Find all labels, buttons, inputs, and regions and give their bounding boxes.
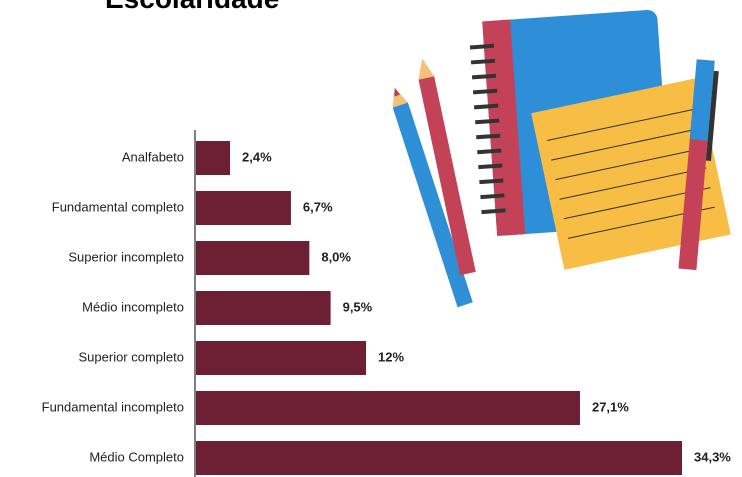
bar (196, 391, 580, 425)
data-label: 34,3% (694, 449, 731, 464)
y-tick-label: Médio incompleto (82, 299, 184, 314)
y-tick-label: Fundamental incompleto (42, 399, 184, 414)
bar (196, 241, 310, 275)
data-label: 6,7% (303, 199, 333, 214)
data-label: 2,4% (242, 149, 272, 164)
y-tick-label: Superior completo (79, 349, 185, 364)
bar (196, 291, 331, 325)
chart-title: Escolaridade (105, 0, 279, 14)
bar (196, 441, 682, 475)
illustration (392, 10, 731, 308)
y-tick-label: Superior incompleto (68, 249, 184, 264)
data-label: 27,1% (592, 399, 629, 414)
data-label: 8,0% (321, 249, 351, 264)
bar (196, 341, 367, 375)
y-tick-label: Analfabeto (122, 149, 184, 164)
data-label: 12% (378, 349, 404, 364)
data-label: 9,5% (343, 299, 373, 314)
bar (196, 141, 231, 175)
y-tick-label: Médio Completo (89, 449, 184, 464)
bar (196, 191, 291, 225)
y-tick-label: Fundamental completo (52, 199, 184, 214)
